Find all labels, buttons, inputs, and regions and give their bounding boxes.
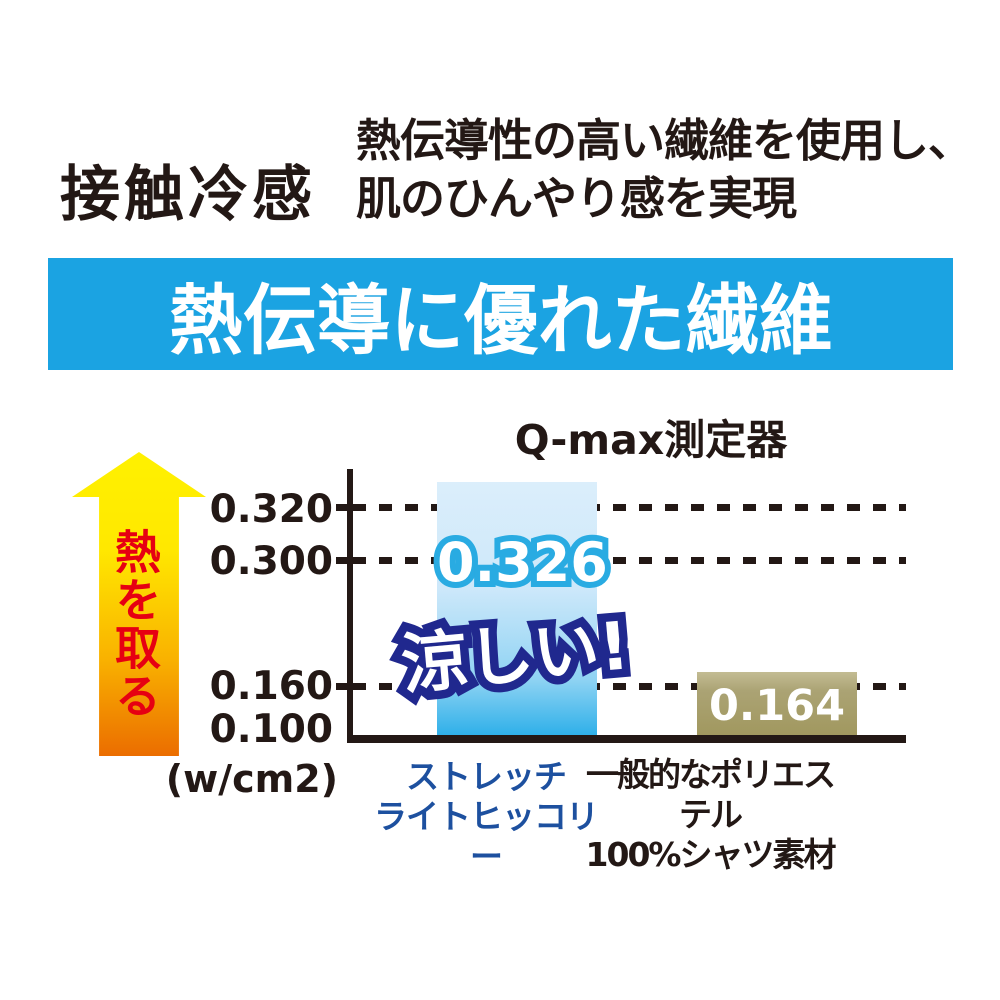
gridline-0300	[353, 557, 906, 564]
y-axis-unit-label: (w/cm2)	[165, 757, 338, 801]
x-label-line-1: ストレッチ	[406, 757, 567, 796]
x-label-line-2: 100%シャツ素材	[585, 835, 837, 874]
y-axis-tick	[336, 557, 348, 564]
y-tick-label: 0.320	[209, 487, 333, 532]
x-label-polyester: 一般的なポリエステル 100%シャツ素材	[582, 755, 838, 875]
subtitle-line-2: 肌のひんやり感を実現	[356, 172, 797, 225]
gridline-0160	[353, 683, 906, 690]
bar1-value-text: 0.326	[437, 531, 608, 594]
bar-polyester	[697, 672, 857, 735]
heat-arrow-label: 熱を取る	[108, 528, 162, 720]
gridline-0320	[353, 504, 906, 511]
page-subtitle: 熱伝導性の高い繊維を使用し、 肌のひんやり感を実現	[356, 112, 973, 228]
x-label-line-2: ライトヒッコリー	[374, 797, 599, 876]
bar1-value-outline: 0.326	[431, 525, 614, 600]
banner-title: 熱伝導に優れた繊維	[168, 276, 833, 365]
chart-title: Q-max測定器	[514, 416, 788, 464]
x-label-stretch-light-hickory: ストレッチ ライトヒッコリー	[372, 757, 600, 877]
y-axis-tick	[336, 504, 348, 511]
y-tick-label: 0.160	[209, 664, 333, 709]
bar1-value-label: 0.326 0.326	[431, 525, 614, 600]
bar-stretch-light-hickory	[437, 482, 597, 735]
y-tick-label: 0.300	[209, 539, 333, 584]
y-axis-tick	[336, 683, 348, 690]
bar2-value-label: 0.164	[708, 681, 845, 731]
page-title: 接触冷感	[60, 160, 316, 230]
banner: 熱伝導に優れた繊維	[48, 258, 953, 370]
y-axis-line	[347, 469, 353, 743]
subtitle-line-1: 熱伝導性の高い繊維を使用し、	[356, 114, 973, 167]
x-label-line-1: 一般的なポリエステル	[586, 755, 836, 834]
x-axis-line	[347, 735, 906, 743]
y-tick-label: 0.100	[209, 707, 333, 752]
cool-annotation: 涼しい! 涼しい!	[379, 591, 650, 713]
